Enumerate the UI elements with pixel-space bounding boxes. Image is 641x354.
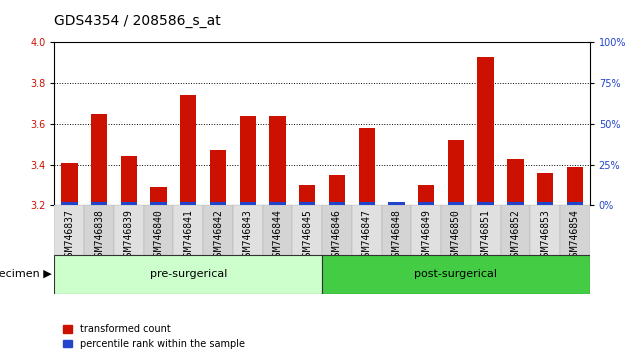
Text: GSM746847: GSM746847 xyxy=(362,209,372,262)
Bar xyxy=(180,95,197,205)
Bar xyxy=(299,185,315,205)
Bar xyxy=(263,205,292,255)
Bar xyxy=(114,205,144,255)
Bar xyxy=(530,205,560,255)
Text: specimen ▶: specimen ▶ xyxy=(0,269,51,279)
Bar xyxy=(418,185,435,205)
Text: GSM746838: GSM746838 xyxy=(94,209,104,262)
Bar xyxy=(210,150,226,205)
Bar xyxy=(352,205,381,255)
Text: GSM746842: GSM746842 xyxy=(213,209,223,262)
Text: GSM746845: GSM746845 xyxy=(303,209,312,262)
Bar xyxy=(478,202,494,205)
Text: GSM746841: GSM746841 xyxy=(183,209,194,262)
Bar xyxy=(233,205,263,255)
Bar xyxy=(91,114,107,205)
Bar xyxy=(54,205,84,255)
Bar xyxy=(151,187,167,205)
Bar xyxy=(501,205,530,255)
Legend: transformed count, percentile rank within the sample: transformed count, percentile rank withi… xyxy=(63,324,245,349)
Bar xyxy=(329,202,345,205)
Bar xyxy=(180,202,197,205)
Text: GSM746849: GSM746849 xyxy=(421,209,431,262)
Text: GSM746852: GSM746852 xyxy=(510,209,520,262)
Bar xyxy=(269,116,286,205)
Bar xyxy=(144,205,174,255)
Bar xyxy=(203,205,233,255)
Text: pre-surgerical: pre-surgerical xyxy=(149,269,227,279)
Text: GSM746840: GSM746840 xyxy=(154,209,163,262)
Text: GSM746850: GSM746850 xyxy=(451,209,461,262)
Bar xyxy=(174,205,203,255)
Bar xyxy=(567,202,583,205)
Text: GSM746844: GSM746844 xyxy=(272,209,283,262)
Bar xyxy=(91,202,107,205)
Text: GSM746853: GSM746853 xyxy=(540,209,550,262)
Bar xyxy=(441,205,470,255)
Bar xyxy=(61,202,78,205)
Text: GSM746843: GSM746843 xyxy=(243,209,253,262)
Text: GSM746848: GSM746848 xyxy=(392,209,401,262)
Bar xyxy=(322,255,590,294)
Bar xyxy=(447,140,464,205)
Bar xyxy=(381,205,412,255)
Bar xyxy=(210,202,226,205)
Bar xyxy=(121,156,137,205)
Bar xyxy=(470,205,501,255)
Text: GSM746846: GSM746846 xyxy=(332,209,342,262)
Bar xyxy=(322,205,352,255)
Bar xyxy=(358,128,375,205)
Bar xyxy=(418,202,435,205)
Text: GSM746851: GSM746851 xyxy=(481,209,490,262)
Bar xyxy=(478,57,494,205)
Text: GSM746837: GSM746837 xyxy=(64,209,74,262)
Bar xyxy=(329,175,345,205)
Text: GSM746839: GSM746839 xyxy=(124,209,134,262)
Bar xyxy=(567,167,583,205)
Bar xyxy=(358,202,375,205)
Bar xyxy=(537,173,553,205)
Text: GSM746854: GSM746854 xyxy=(570,209,580,262)
Bar xyxy=(121,202,137,205)
Bar xyxy=(269,202,286,205)
Bar xyxy=(388,202,404,205)
Bar xyxy=(240,116,256,205)
Bar xyxy=(412,205,441,255)
Bar xyxy=(507,202,524,205)
Bar xyxy=(388,203,404,205)
Bar xyxy=(507,159,524,205)
Bar xyxy=(84,205,114,255)
Bar xyxy=(61,162,78,205)
Bar xyxy=(151,202,167,205)
Text: post-surgerical: post-surgerical xyxy=(415,269,497,279)
Bar xyxy=(54,255,322,294)
Bar xyxy=(299,202,315,205)
Text: GDS4354 / 208586_s_at: GDS4354 / 208586_s_at xyxy=(54,14,221,28)
Bar xyxy=(560,205,590,255)
Bar xyxy=(447,202,464,205)
Bar xyxy=(292,205,322,255)
Bar xyxy=(537,202,553,205)
Bar xyxy=(240,202,256,205)
